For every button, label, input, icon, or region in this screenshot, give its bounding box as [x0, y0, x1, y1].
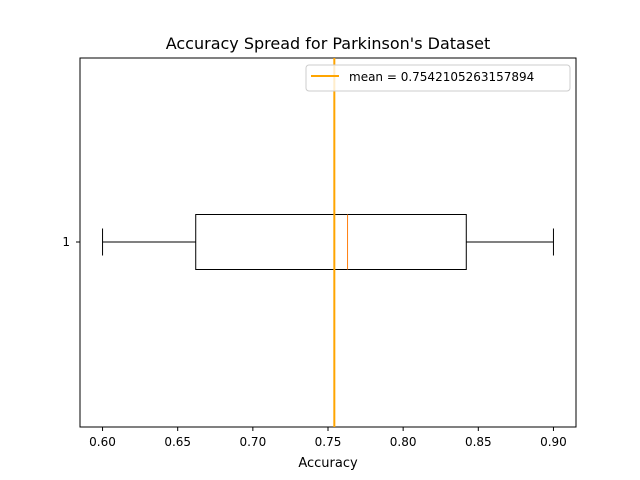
x-axis-ticks: 0.60 0.65 0.70 0.75 0.80 0.85 0.90	[89, 427, 567, 449]
x-tick-label: 0.60	[89, 435, 116, 449]
x-tick-label: 0.90	[540, 435, 567, 449]
iqr-box	[195, 214, 467, 270]
legend: mean = 0.7542105263157894	[305, 64, 571, 92]
x-tick-label: 0.65	[164, 435, 191, 449]
chart-title: Accuracy Spread for Parkinson's Dataset	[166, 34, 491, 53]
legend-mean-label: mean = 0.7542105263157894	[349, 70, 534, 84]
x-tick-label: 0.70	[239, 435, 266, 449]
boxplot-box-group	[102, 214, 554, 270]
legend-frame	[305, 64, 571, 92]
x-tick-label: 0.75	[315, 435, 342, 449]
x-tick-label: 0.85	[465, 435, 492, 449]
x-tick-label: 0.80	[390, 435, 417, 449]
y-axis-ticks: 1	[62, 235, 80, 249]
y-tick-label: 1	[62, 235, 70, 249]
x-axis-label: Accuracy	[298, 456, 358, 471]
